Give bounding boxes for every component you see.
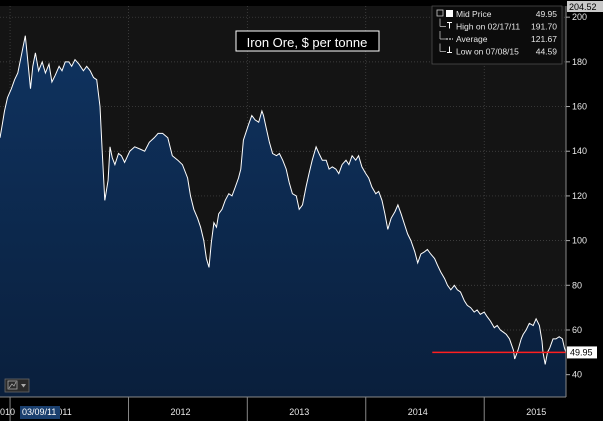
y-max-label: 204.52 bbox=[569, 2, 597, 12]
y-tick-label: 140 bbox=[572, 146, 587, 156]
legend-item-label: Low on 07/08/15 bbox=[456, 47, 519, 57]
last-value-label: 49.95 bbox=[570, 347, 593, 357]
low-marker-icon bbox=[447, 46, 452, 53]
last-value-label-box bbox=[567, 346, 597, 359]
collapse-icon bbox=[436, 9, 444, 17]
legend-item-label: Mid Price bbox=[456, 9, 492, 19]
x-axis-background bbox=[0, 397, 603, 421]
legend: Mid Price 49.95 High on 02/17/11 191.70 Aver… bbox=[431, 5, 563, 65]
x-left-clipped-label: 010 bbox=[0, 407, 15, 417]
price-line bbox=[0, 35, 567, 365]
chart-options-button[interactable] bbox=[4, 378, 30, 393]
y-tick-label: 80 bbox=[572, 280, 582, 290]
legend-item-value: 44.59 bbox=[536, 47, 558, 57]
x-tick-label: 2011 bbox=[52, 407, 71, 417]
x-axis: 2011 2012 2013 2014 2015 010 03/09/11 bbox=[0, 396, 603, 421]
y-tick-label: 160 bbox=[572, 102, 587, 112]
cursor-date-box bbox=[20, 406, 60, 419]
y-tick-label: 180 bbox=[572, 57, 587, 67]
legend-box bbox=[431, 5, 563, 65]
x-tick-label: 2015 bbox=[526, 407, 546, 417]
x-tick-label: 2012 bbox=[171, 407, 191, 417]
y-tick-label: 40 bbox=[572, 370, 582, 380]
legend-item-value: 121.67 bbox=[531, 34, 557, 44]
y-tick-label: 200 bbox=[572, 12, 587, 22]
y-tick-label: 60 bbox=[572, 325, 582, 335]
y-max-label-box bbox=[567, 1, 603, 12]
legend-item-label: High on 02/17/11 bbox=[456, 22, 520, 32]
high-marker-icon bbox=[447, 22, 452, 29]
cursor-date-label: 03/09/11 bbox=[22, 407, 56, 417]
legend-item-label: Average bbox=[456, 34, 488, 44]
chart-title-box: Iron Ore, $ per tonne bbox=[235, 30, 380, 52]
y-tick-label: 120 bbox=[572, 191, 587, 201]
x-tick-label: 2014 bbox=[408, 407, 428, 417]
legend-item-value: 191.70 bbox=[531, 22, 557, 32]
x-tick-label: 2013 bbox=[289, 407, 309, 417]
legend-item-value: 49.95 bbox=[536, 9, 558, 19]
series-swatch-icon bbox=[446, 10, 453, 17]
y-tick-label: 100 bbox=[572, 236, 587, 246]
chart-title: Iron Ore, $ per tonne bbox=[247, 35, 368, 50]
price-area-fill bbox=[0, 35, 566, 397]
